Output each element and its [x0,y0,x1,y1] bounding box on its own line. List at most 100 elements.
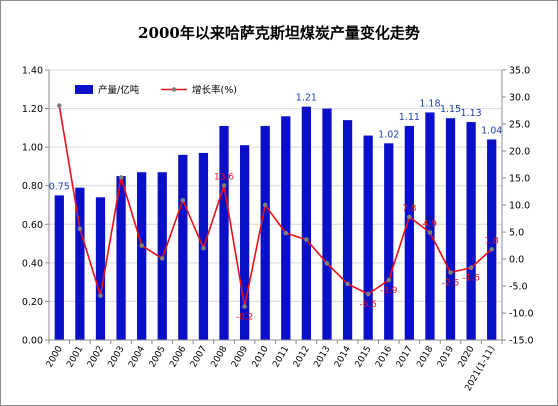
y-right-tick-label: -15.0 [509,336,534,347]
growth-line [58,105,493,307]
line-point [304,237,309,242]
x-tick-label: 2001 [65,345,85,370]
bar [487,139,497,340]
legend-line-marker [171,87,177,92]
bar [75,187,85,340]
bar [54,195,64,340]
y-right-tick-label: -10.0 [509,309,534,320]
bar-data-label: 1.15 [440,104,461,115]
y-left-tick-label: 1.20 [22,104,43,115]
data-labels: 0.75 1.21 1.021.11 1.181.15 1.13 1.04 13.6 -8.2… [49,93,503,323]
y-left-tick-label: 0.40 [22,258,43,269]
bar [445,118,456,340]
line-point [159,256,165,261]
line-series [56,103,495,309]
line-data-label: -2.5 [442,279,460,289]
bar [260,125,270,340]
y-right-tick-label: 25.0 [509,120,530,131]
bar [384,143,394,340]
bar [116,176,126,340]
y-left-tick-label: 0.60 [22,220,43,231]
y-right-tick-label: 20.0 [509,147,530,158]
y-right-tick-label: 35.0 [509,66,530,77]
y-left-tick-label: 1.00 [22,143,43,154]
line-point [324,261,330,266]
x-tick-label: 2003 [107,345,127,370]
y-left-tick-label: 0.00 [22,336,43,347]
line-point [386,277,392,283]
line-point [407,214,412,220]
x-tick-label: 2013 [312,345,332,370]
x-tick-label: 2012 [292,345,312,370]
x-tick-label: 2002 [86,345,106,370]
line-data-label: 7.8 [402,204,417,214]
bar [137,172,147,340]
bar [322,108,332,340]
line-point [427,230,433,235]
x-tick-label: 2009 [230,344,250,369]
line-point [489,246,495,252]
line-point [283,230,289,236]
line-data-label: -6.5 [359,300,377,310]
bar [466,122,476,340]
line-data-label: -1.6 [462,274,480,284]
legend-bar-swatch [75,85,93,94]
x-tick-label: 2020 [457,344,477,369]
x-tick-label: 2007 [189,345,209,370]
line-point [262,202,268,208]
bar [342,120,353,341]
line-point [242,304,247,309]
bar [363,135,373,340]
x-tick-label: 2006 [168,344,188,369]
x-tick-label: 2005 [148,345,168,370]
line-point [468,265,474,270]
line-point [345,281,350,287]
bar-data-label: 1.13 [461,108,482,119]
x-tick-label: 2008 [210,344,230,369]
line-point [56,103,62,108]
x-tick-label: 2016 [374,344,394,369]
chart-title: 2000年以来哈萨克斯坦煤炭产量变化走势 [138,24,420,42]
x-tick-label: 2014 [333,344,353,369]
bar [95,197,106,340]
line-data-label: -3.9 [380,286,398,296]
bar [178,154,188,340]
x-tick-label: 2011 [271,345,291,370]
y-right-tick-label: 30.0 [509,93,530,104]
x-tick-label: 2015 [354,345,374,370]
y-right-tick-label: 5.0 [509,228,524,239]
bar-series [54,106,497,341]
bar [239,145,250,340]
bar-data-label: 1.18 [419,98,440,109]
bar [425,112,435,340]
line-point [180,197,186,203]
bar-data-label: 0.75 [49,181,70,192]
legend-bar-label: 产量/亿吨 [98,84,140,96]
line-point [98,293,103,299]
bar-data-label: 1.02 [378,129,399,140]
line-data-label: 4.9 [423,220,438,230]
legend: 产量/亿吨 增长率(%) [75,84,237,96]
bar-data-label: 1.21 [296,93,317,104]
line-point [365,291,371,297]
legend-line-label: 增长率(%) [192,84,237,96]
bar [281,116,291,341]
line-point [118,175,124,180]
x-tick-label: 2010 [251,344,271,369]
line-point [139,243,144,248]
bar [404,125,414,340]
line-point [201,245,206,251]
y-left-tick-label: 0.80 [22,181,43,192]
line-data-label: -8.2 [236,313,254,323]
y-left-tick-label: 1.40 [22,66,43,77]
line-point [221,183,227,188]
x-tick-label: 2000 [45,344,65,369]
line-point [77,226,83,232]
x-tick-label: 2004 [127,344,147,369]
y-right-tick-label: 0.0 [509,255,524,266]
y-left-tick-label: 0.20 [22,297,43,308]
y-right-tick-label: 10.0 [509,201,530,212]
bar [301,106,312,341]
